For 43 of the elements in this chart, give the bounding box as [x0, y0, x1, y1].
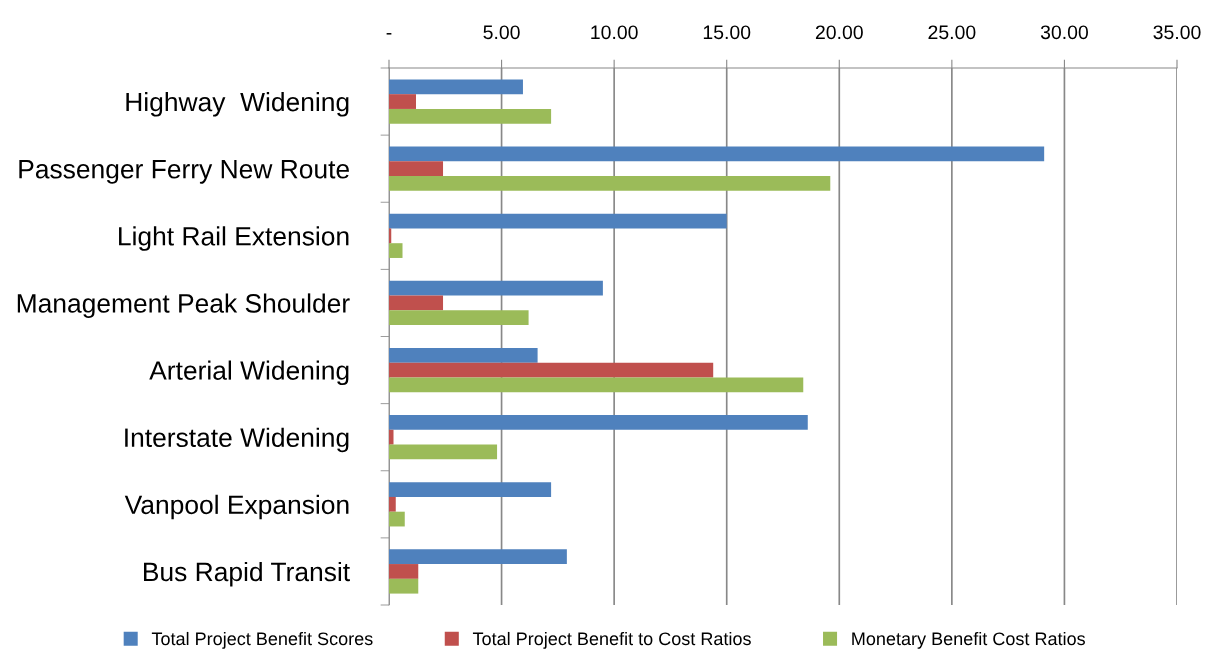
- bar: [389, 161, 444, 177]
- x-tick-label: 20.00: [815, 25, 863, 40]
- bar: [389, 79, 523, 95]
- x-tick-label: 25.00: [928, 25, 976, 40]
- x-tick-label: -: [386, 33, 392, 35]
- x-tick-label: 10.00: [591, 25, 638, 40]
- x-tick-label: 15.00: [703, 25, 751, 40]
- x-tick-label: 30.00: [1040, 25, 1088, 40]
- y-tick-label: Light Rail Extension: [119, 226, 349, 251]
- bar: [389, 511, 405, 527]
- bar: [389, 213, 727, 229]
- y-tick-label: Passenger Ferry New Route: [19, 160, 349, 184]
- y-tick-label: Bus Rapid Transit: [144, 561, 350, 587]
- bar: [389, 176, 831, 191]
- bar: [389, 415, 808, 430]
- bar: [389, 362, 714, 378]
- legend-label: Total Project Benefit Scores: [151, 631, 373, 649]
- bar: [389, 108, 552, 124]
- bar: [389, 310, 529, 326]
- y-tick-label: Highway Widening: [126, 92, 349, 117]
- x-tick-label: 5.00: [483, 25, 520, 40]
- y-tick-label: Arterial Widening: [149, 360, 349, 386]
- bar: [389, 228, 392, 244]
- legend-label: Monetary Benefit Cost Ratios: [852, 631, 1085, 649]
- bar: [389, 564, 419, 579]
- legend-label: Total Project Benefit to Cost Ratios: [472, 631, 751, 649]
- bar: [389, 377, 804, 393]
- bar: [389, 549, 567, 565]
- bar: [389, 429, 394, 445]
- x-tick-label: 35.00: [1153, 25, 1201, 40]
- bar: [389, 295, 444, 311]
- bar: [389, 243, 403, 258]
- y-tick-label: Interstate Widening: [125, 427, 349, 453]
- bar: [389, 444, 498, 460]
- bar: [389, 280, 603, 296]
- bar: [389, 578, 419, 594]
- bar: [389, 347, 538, 363]
- bar: [389, 482, 552, 497]
- bar: [389, 94, 417, 109]
- y-tick-label: Management Peak Shoulder: [17, 293, 350, 318]
- bar: [389, 496, 396, 512]
- y-tick-label: Vanpool Expansion: [124, 494, 349, 520]
- bar: [389, 146, 1045, 162]
